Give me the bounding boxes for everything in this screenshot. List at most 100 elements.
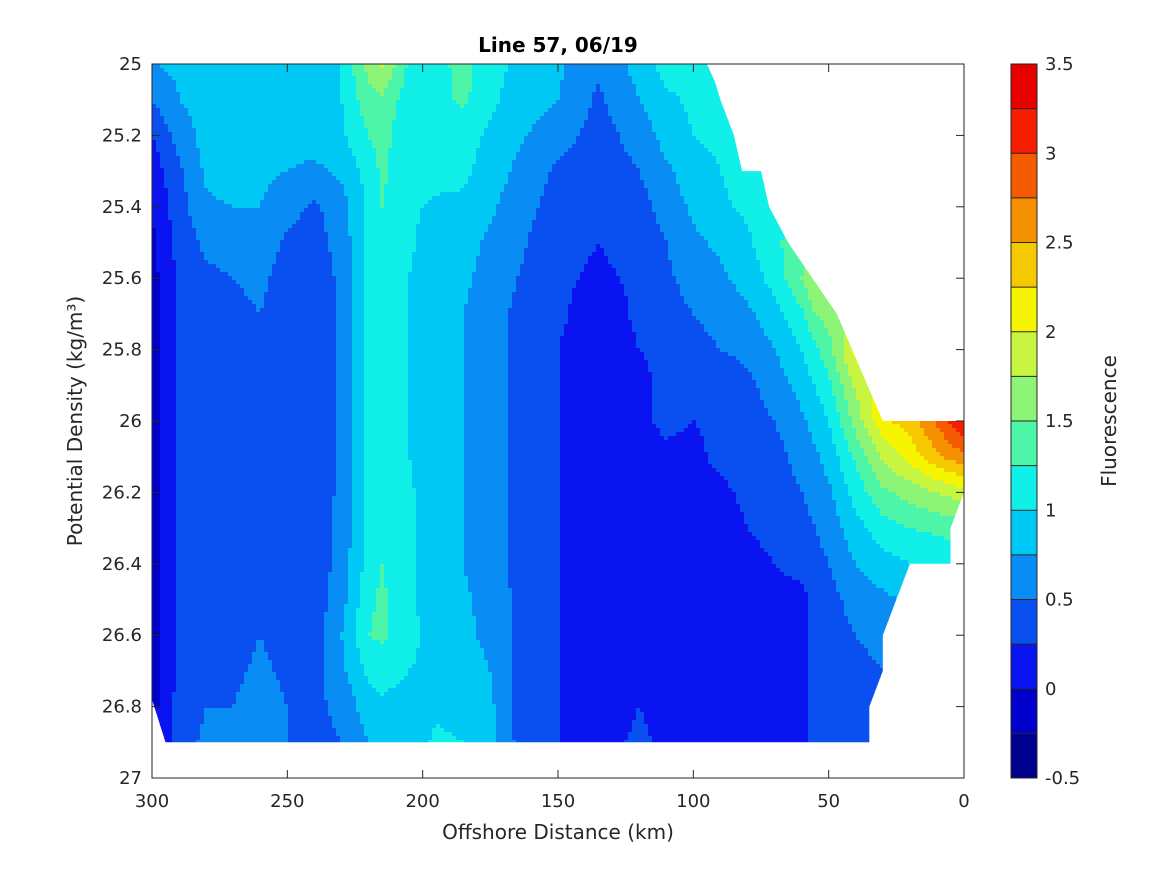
contour-cell (380, 64, 385, 69)
contour-cell (244, 84, 249, 89)
contour-cell (644, 144, 649, 149)
contour-cell (620, 80, 625, 85)
contour-cell (176, 156, 181, 161)
contour-cell (388, 144, 393, 149)
contour-cell (396, 140, 401, 145)
contour-cell (728, 104, 733, 109)
contour-cell (400, 80, 405, 85)
contour-cell (560, 160, 565, 165)
contour-cell (200, 156, 205, 161)
contour-cell (796, 92, 801, 97)
contour-cell (592, 80, 597, 85)
contour-cell (588, 84, 593, 89)
contour-cell (372, 64, 377, 69)
contour-cell (784, 112, 789, 117)
contour-cell (748, 68, 753, 73)
contour-cell (236, 68, 241, 73)
contour-cell (556, 104, 561, 109)
contour-cell (776, 68, 781, 73)
contour-cell (504, 80, 509, 85)
contour-cell (208, 100, 213, 105)
contour-cell (504, 112, 509, 117)
contour-cell (836, 76, 841, 81)
contour-cell (824, 68, 829, 73)
contour-cell (524, 156, 529, 161)
contour-cell (264, 80, 269, 85)
contour-cell (460, 140, 465, 145)
contour-cell (464, 156, 469, 161)
contour-cell (376, 64, 381, 69)
contour-cell (376, 100, 381, 105)
contour-cell (632, 68, 637, 73)
contour-cell (372, 132, 377, 137)
contour-cell (612, 80, 617, 85)
contour-cell (192, 140, 197, 145)
contour-cell (548, 148, 553, 153)
contour-cell (160, 96, 165, 101)
contour-cell (428, 112, 433, 117)
contour-cell (356, 96, 361, 101)
contour-cell (884, 104, 889, 109)
contour-cell (408, 116, 413, 121)
contour-cell (676, 84, 681, 89)
contour-cell (576, 152, 581, 157)
contour-cell (912, 72, 917, 77)
contour-cell (824, 120, 829, 125)
contour-cell (724, 140, 729, 145)
contour-cell (428, 104, 433, 109)
contour-cell (576, 128, 581, 133)
contour-cell (704, 156, 709, 161)
contour-cell (268, 156, 273, 161)
contour-cell (328, 144, 333, 149)
contour-cell (460, 156, 465, 161)
contour-cell (912, 124, 917, 129)
contour-cell (844, 112, 849, 117)
contour-cell (740, 120, 745, 125)
contour-cell (508, 76, 513, 81)
contour-cell (788, 136, 793, 141)
contour-cell (620, 160, 625, 165)
contour-cell (556, 124, 561, 129)
contour-cell (304, 68, 309, 73)
contour-cell (568, 128, 573, 133)
contour-cell (744, 124, 749, 129)
contour-cell (484, 80, 489, 85)
contour-cell (236, 112, 241, 117)
contour-cell (564, 104, 569, 109)
contour-cell (276, 76, 281, 81)
contour-cell (408, 152, 413, 157)
contour-cell (412, 68, 417, 73)
contour-cell (612, 104, 617, 109)
contour-cell (152, 96, 157, 101)
contour-cell (272, 108, 277, 113)
contour-cell (640, 108, 645, 113)
contour-cell (492, 100, 497, 105)
contour-cell (780, 152, 785, 157)
contour-cell (556, 116, 561, 121)
contour-cell (648, 68, 653, 73)
contour-cell (944, 80, 949, 85)
contour-cell (644, 124, 649, 129)
contour-cell (460, 160, 465, 165)
contour-cell (408, 68, 413, 73)
contour-cell (232, 132, 237, 137)
contour-cell (776, 104, 781, 109)
contour-cell (200, 88, 205, 93)
contour-cell (936, 76, 941, 81)
contour-cell (300, 136, 305, 141)
contour-cell (292, 68, 297, 73)
contour-cell (620, 148, 625, 153)
contour-cell (856, 72, 861, 77)
contour-cell (580, 100, 585, 105)
contour-cell (860, 120, 865, 125)
contour-cell (228, 120, 233, 125)
contour-cell (716, 148, 721, 153)
contour-cell (636, 152, 641, 157)
contour-cell (512, 152, 517, 157)
contour-cell (732, 128, 737, 133)
contour-cell (632, 120, 637, 125)
contour-cell (700, 68, 705, 73)
contour-cell (484, 92, 489, 97)
contour-cell (440, 92, 445, 97)
contour-cell (636, 64, 641, 69)
